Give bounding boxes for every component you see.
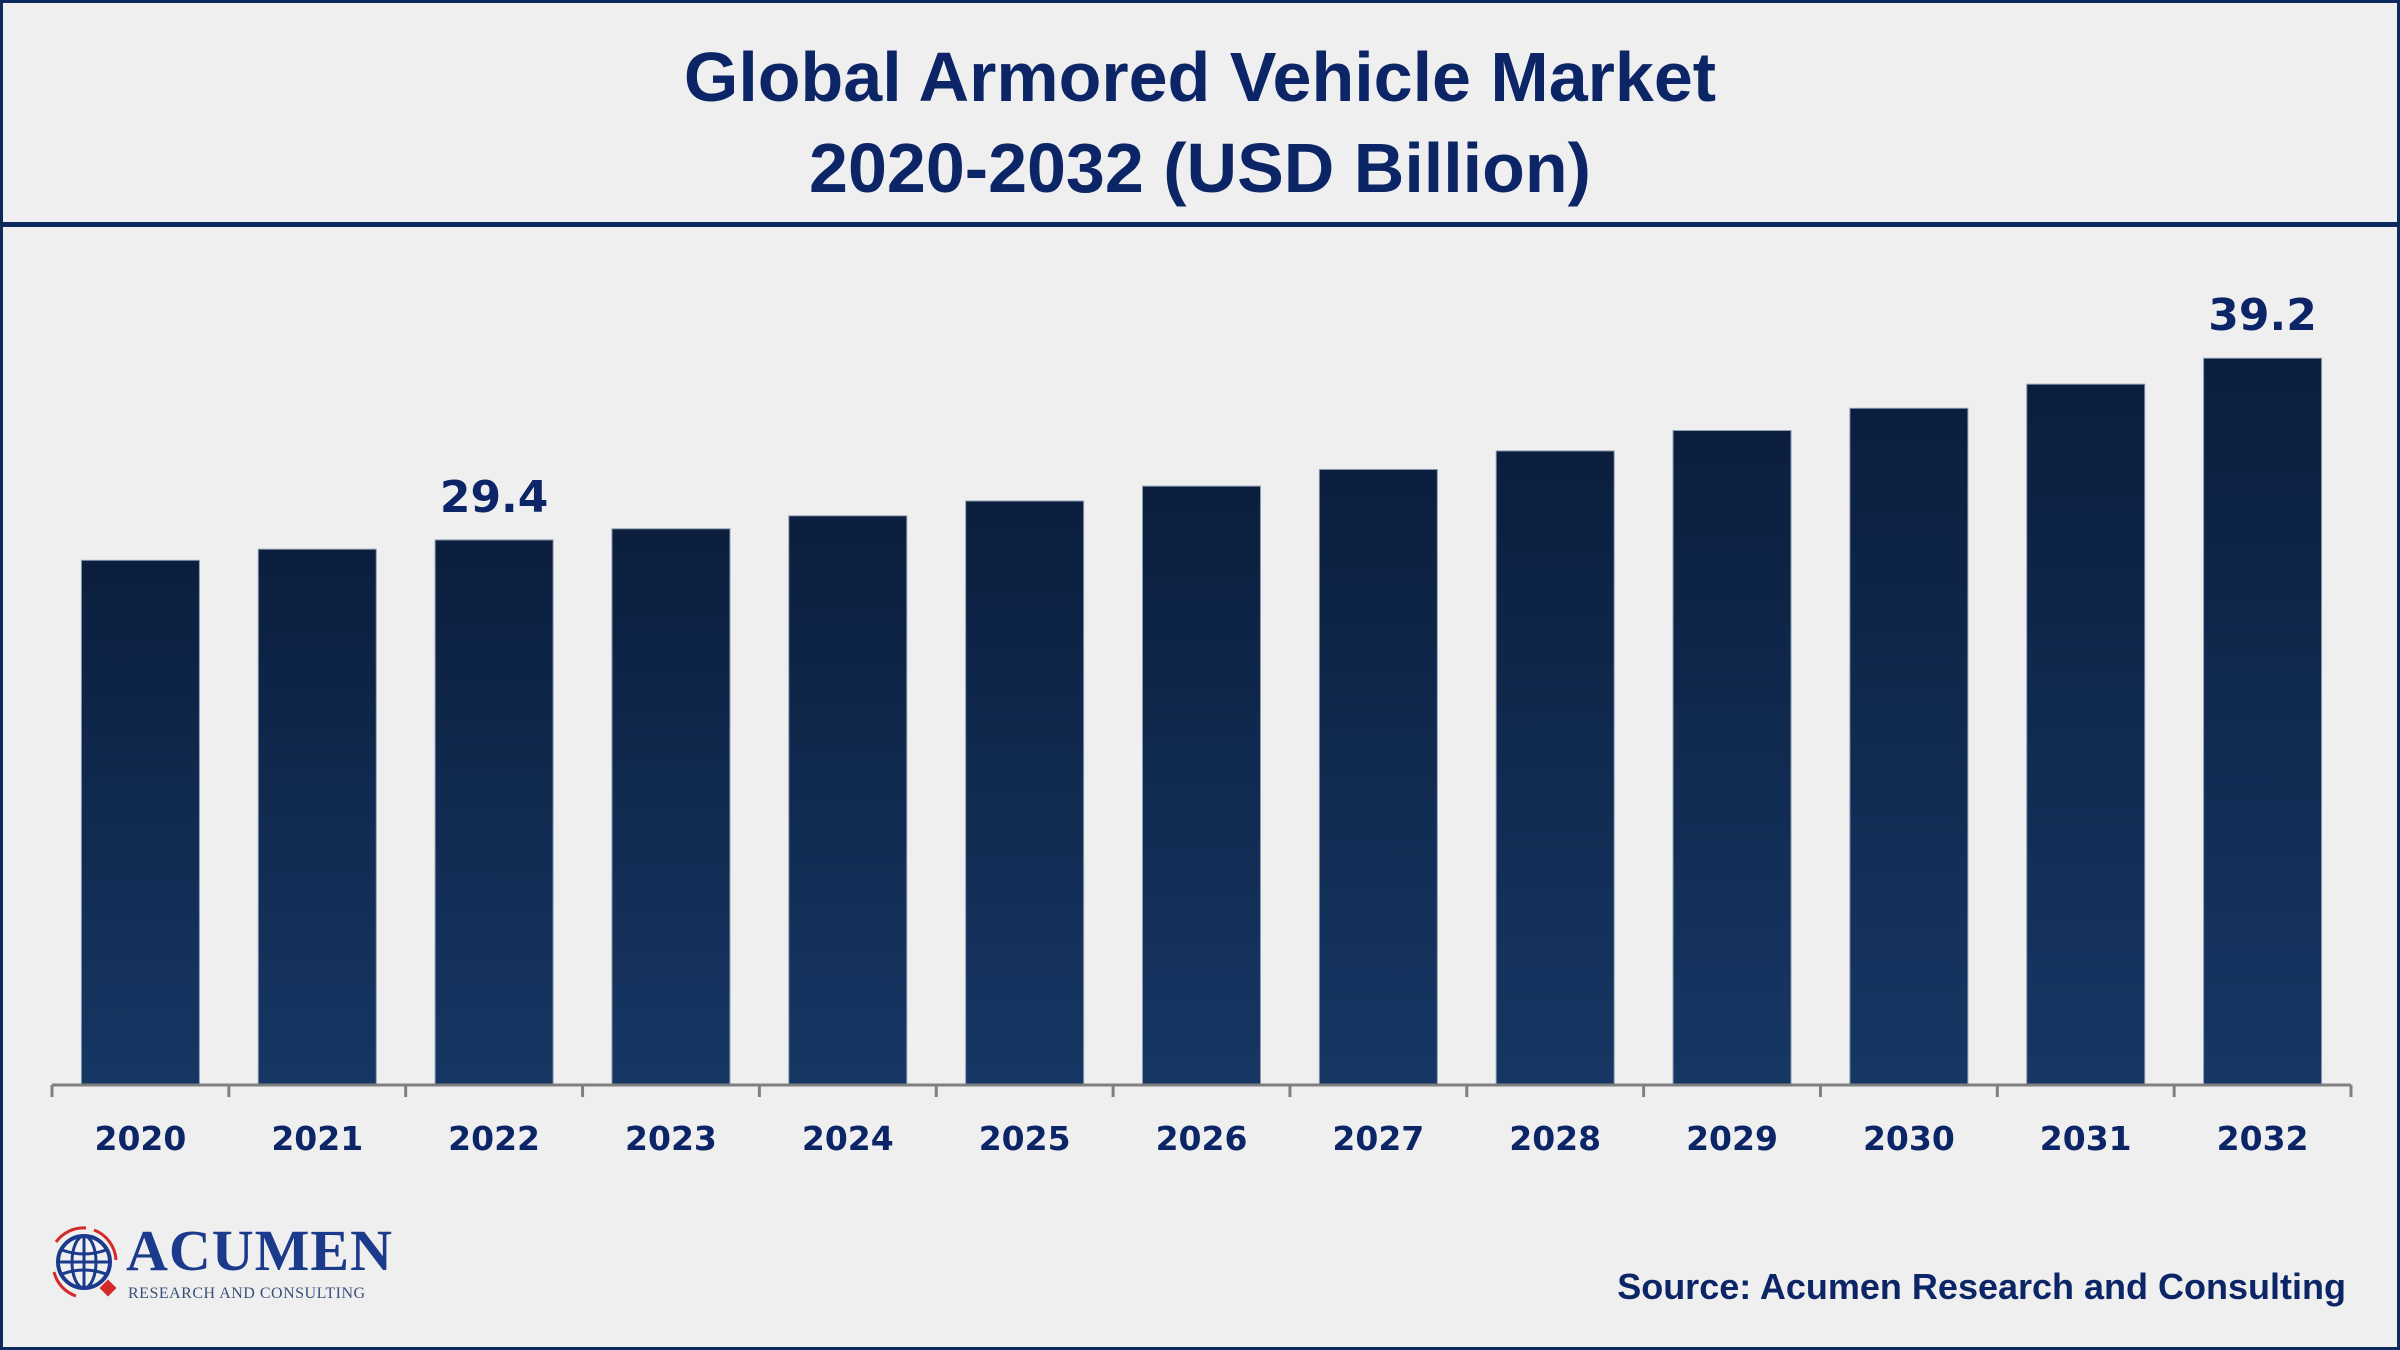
x-tick-label-2028: 2028 bbox=[1509, 1119, 1601, 1158]
header-divider bbox=[0, 222, 2400, 227]
logo-tagline: RESEARCH AND CONSULTING bbox=[128, 1285, 366, 1302]
x-tick-label-2025: 2025 bbox=[979, 1119, 1071, 1158]
x-tick-label-2032: 2032 bbox=[2217, 1119, 2309, 1158]
bar-2020 bbox=[80, 559, 200, 1086]
bar-2027 bbox=[1318, 468, 1438, 1086]
bar-2024 bbox=[788, 515, 908, 1086]
bar-2030 bbox=[1849, 407, 1969, 1086]
data-label-2022: 29.4 bbox=[440, 472, 549, 523]
logo-wordmark: ACUMEN bbox=[126, 1218, 393, 1283]
data-label-2032: 39.2 bbox=[2208, 290, 2317, 341]
x-tick-label-2020: 2020 bbox=[94, 1119, 186, 1158]
acumen-logo: ACUMEN RESEARCH AND CONSULTING bbox=[46, 1222, 392, 1306]
bar-2029 bbox=[1672, 430, 1792, 1086]
bar-2022 bbox=[434, 539, 554, 1086]
x-tick-label-2023: 2023 bbox=[625, 1119, 717, 1158]
bar-2026 bbox=[1142, 485, 1261, 1086]
source-note: Source: Acumen Research and Consulting bbox=[1617, 1266, 2346, 1307]
x-tick-label-2027: 2027 bbox=[1332, 1119, 1424, 1158]
x-tick-label-2022: 2022 bbox=[448, 1119, 540, 1158]
globe-icon bbox=[52, 1226, 118, 1298]
x-tick-label-2030: 2030 bbox=[1863, 1119, 1955, 1158]
bar-2025 bbox=[965, 500, 1085, 1086]
chart-title: Global Armored Vehicle Market bbox=[683, 38, 1717, 116]
bar-2028 bbox=[1495, 450, 1615, 1086]
x-tick-label-2026: 2026 bbox=[1156, 1119, 1248, 1158]
x-tick-label-2031: 2031 bbox=[2040, 1119, 2132, 1158]
bar-2031 bbox=[2026, 383, 2146, 1086]
chart-subtitle: 2020-2032 (USD Billion) bbox=[809, 129, 1591, 207]
bar-2021 bbox=[257, 548, 377, 1086]
x-tick-label-2024: 2024 bbox=[802, 1119, 894, 1158]
x-tick-label-2029: 2029 bbox=[1686, 1119, 1778, 1158]
bar-2032 bbox=[2203, 357, 2323, 1086]
bar-2023 bbox=[611, 528, 731, 1086]
x-tick-label-2021: 2021 bbox=[271, 1119, 363, 1158]
